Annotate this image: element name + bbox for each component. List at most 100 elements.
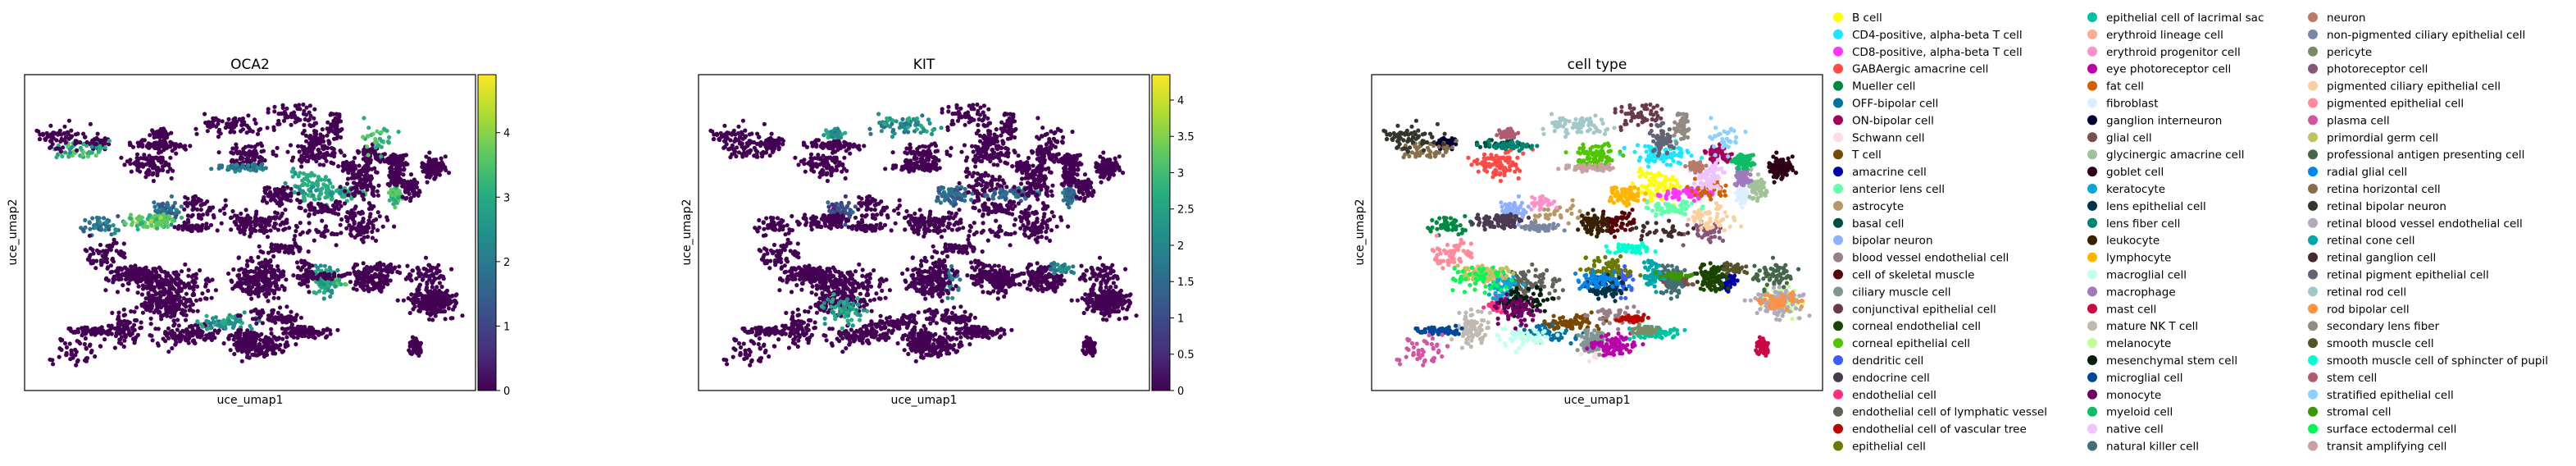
scatter-point bbox=[987, 181, 993, 186]
scatter-point bbox=[279, 245, 284, 250]
scatter-point bbox=[269, 249, 275, 254]
scatter-point bbox=[271, 125, 276, 130]
scatter-point bbox=[195, 308, 200, 313]
scatter-point bbox=[243, 208, 248, 212]
scatter-point bbox=[85, 257, 90, 262]
scatter-point bbox=[219, 221, 224, 226]
scatter-point bbox=[182, 145, 187, 150]
scatter-point bbox=[296, 265, 301, 270]
scatter-point bbox=[171, 318, 176, 323]
scatter-point bbox=[298, 282, 303, 287]
scatter-point bbox=[300, 130, 305, 136]
scatter-point bbox=[382, 152, 387, 157]
scatter-point bbox=[236, 226, 241, 231]
scatter-point bbox=[331, 161, 336, 166]
scatter-point bbox=[974, 190, 979, 194]
scatter-point bbox=[240, 288, 245, 294]
scatter-point bbox=[361, 192, 366, 197]
scatter-point bbox=[435, 285, 439, 290]
scatter-point bbox=[275, 264, 280, 269]
scatter-point bbox=[323, 335, 329, 340]
scatter-point bbox=[362, 278, 366, 283]
scatter-point bbox=[44, 130, 49, 135]
scatter-point bbox=[168, 155, 173, 160]
scatter-point bbox=[307, 204, 312, 209]
scatter-point bbox=[242, 310, 247, 315]
scatter-point bbox=[228, 130, 233, 135]
scatter-point bbox=[256, 294, 261, 299]
scatter-point bbox=[250, 258, 255, 263]
scatter-point bbox=[353, 206, 357, 211]
scatter-point bbox=[342, 153, 347, 158]
scatter-point bbox=[228, 348, 233, 353]
scatter-point bbox=[453, 299, 457, 304]
scatter-point bbox=[285, 318, 290, 323]
scatter-point bbox=[257, 333, 262, 338]
scatter-point bbox=[184, 291, 189, 296]
scatter-point bbox=[217, 163, 222, 168]
scatter-point bbox=[205, 199, 210, 204]
scatter-point bbox=[312, 238, 316, 243]
scatter-point bbox=[255, 131, 261, 136]
scatter-point bbox=[188, 144, 193, 148]
scatter-point bbox=[305, 230, 310, 235]
scatter-point bbox=[307, 270, 312, 275]
scatter-point bbox=[266, 215, 271, 220]
scatter-point bbox=[430, 168, 435, 173]
scatter-point bbox=[233, 284, 238, 289]
scatter-point bbox=[153, 276, 158, 281]
scatter-point bbox=[325, 153, 330, 158]
scatter-point bbox=[231, 323, 236, 328]
scatter-point bbox=[995, 182, 1000, 187]
scatter-point bbox=[312, 116, 316, 121]
scatter-point bbox=[416, 267, 421, 272]
scatter-point bbox=[986, 197, 991, 202]
scatter-point bbox=[312, 129, 317, 134]
scatter-point bbox=[426, 171, 430, 176]
scatter-point bbox=[388, 278, 393, 283]
scatter-point bbox=[361, 240, 366, 244]
scatter-point bbox=[277, 121, 282, 126]
scatter-point bbox=[147, 270, 152, 275]
scatter-point bbox=[266, 110, 271, 115]
scatter-point bbox=[349, 166, 354, 171]
scatter-point bbox=[130, 144, 136, 149]
scatter-point bbox=[256, 254, 261, 260]
scatter-point bbox=[277, 347, 282, 352]
scatter-point bbox=[316, 209, 321, 214]
scatter-point bbox=[268, 198, 273, 203]
scatter-point bbox=[302, 261, 307, 266]
scatter-point bbox=[298, 221, 303, 226]
scatter-point bbox=[157, 147, 162, 152]
scatter-point bbox=[297, 103, 302, 107]
scatter-point bbox=[963, 169, 968, 174]
scatter-point bbox=[424, 285, 430, 290]
scatter-point bbox=[139, 276, 143, 281]
scatter-point bbox=[310, 329, 315, 335]
scatter-point bbox=[315, 265, 321, 270]
scatter-point bbox=[106, 278, 111, 283]
scatter-point bbox=[102, 337, 107, 342]
scatter-point bbox=[310, 180, 315, 186]
scatter-point bbox=[375, 189, 380, 194]
scatter-point bbox=[48, 123, 53, 128]
scatter-point bbox=[128, 277, 133, 282]
scatter-point bbox=[345, 219, 350, 224]
scatter-point bbox=[278, 305, 283, 310]
scatter-point bbox=[239, 286, 243, 290]
scatter-point bbox=[160, 132, 165, 137]
scatter-point bbox=[265, 126, 270, 130]
scatter-point bbox=[283, 345, 288, 350]
scatter-point bbox=[98, 242, 103, 248]
scatter-point bbox=[147, 153, 152, 158]
x-axis-label: uce_umap1 bbox=[216, 394, 283, 407]
scatter-point bbox=[414, 350, 419, 355]
scatter-point bbox=[382, 126, 387, 131]
scatter-point bbox=[385, 277, 389, 282]
scatter-point bbox=[375, 193, 380, 198]
scatter-point bbox=[101, 216, 107, 221]
scatter-point bbox=[266, 342, 271, 347]
scatter-point bbox=[94, 135, 99, 140]
scatter-point bbox=[396, 162, 401, 167]
scatter-point bbox=[237, 168, 243, 173]
